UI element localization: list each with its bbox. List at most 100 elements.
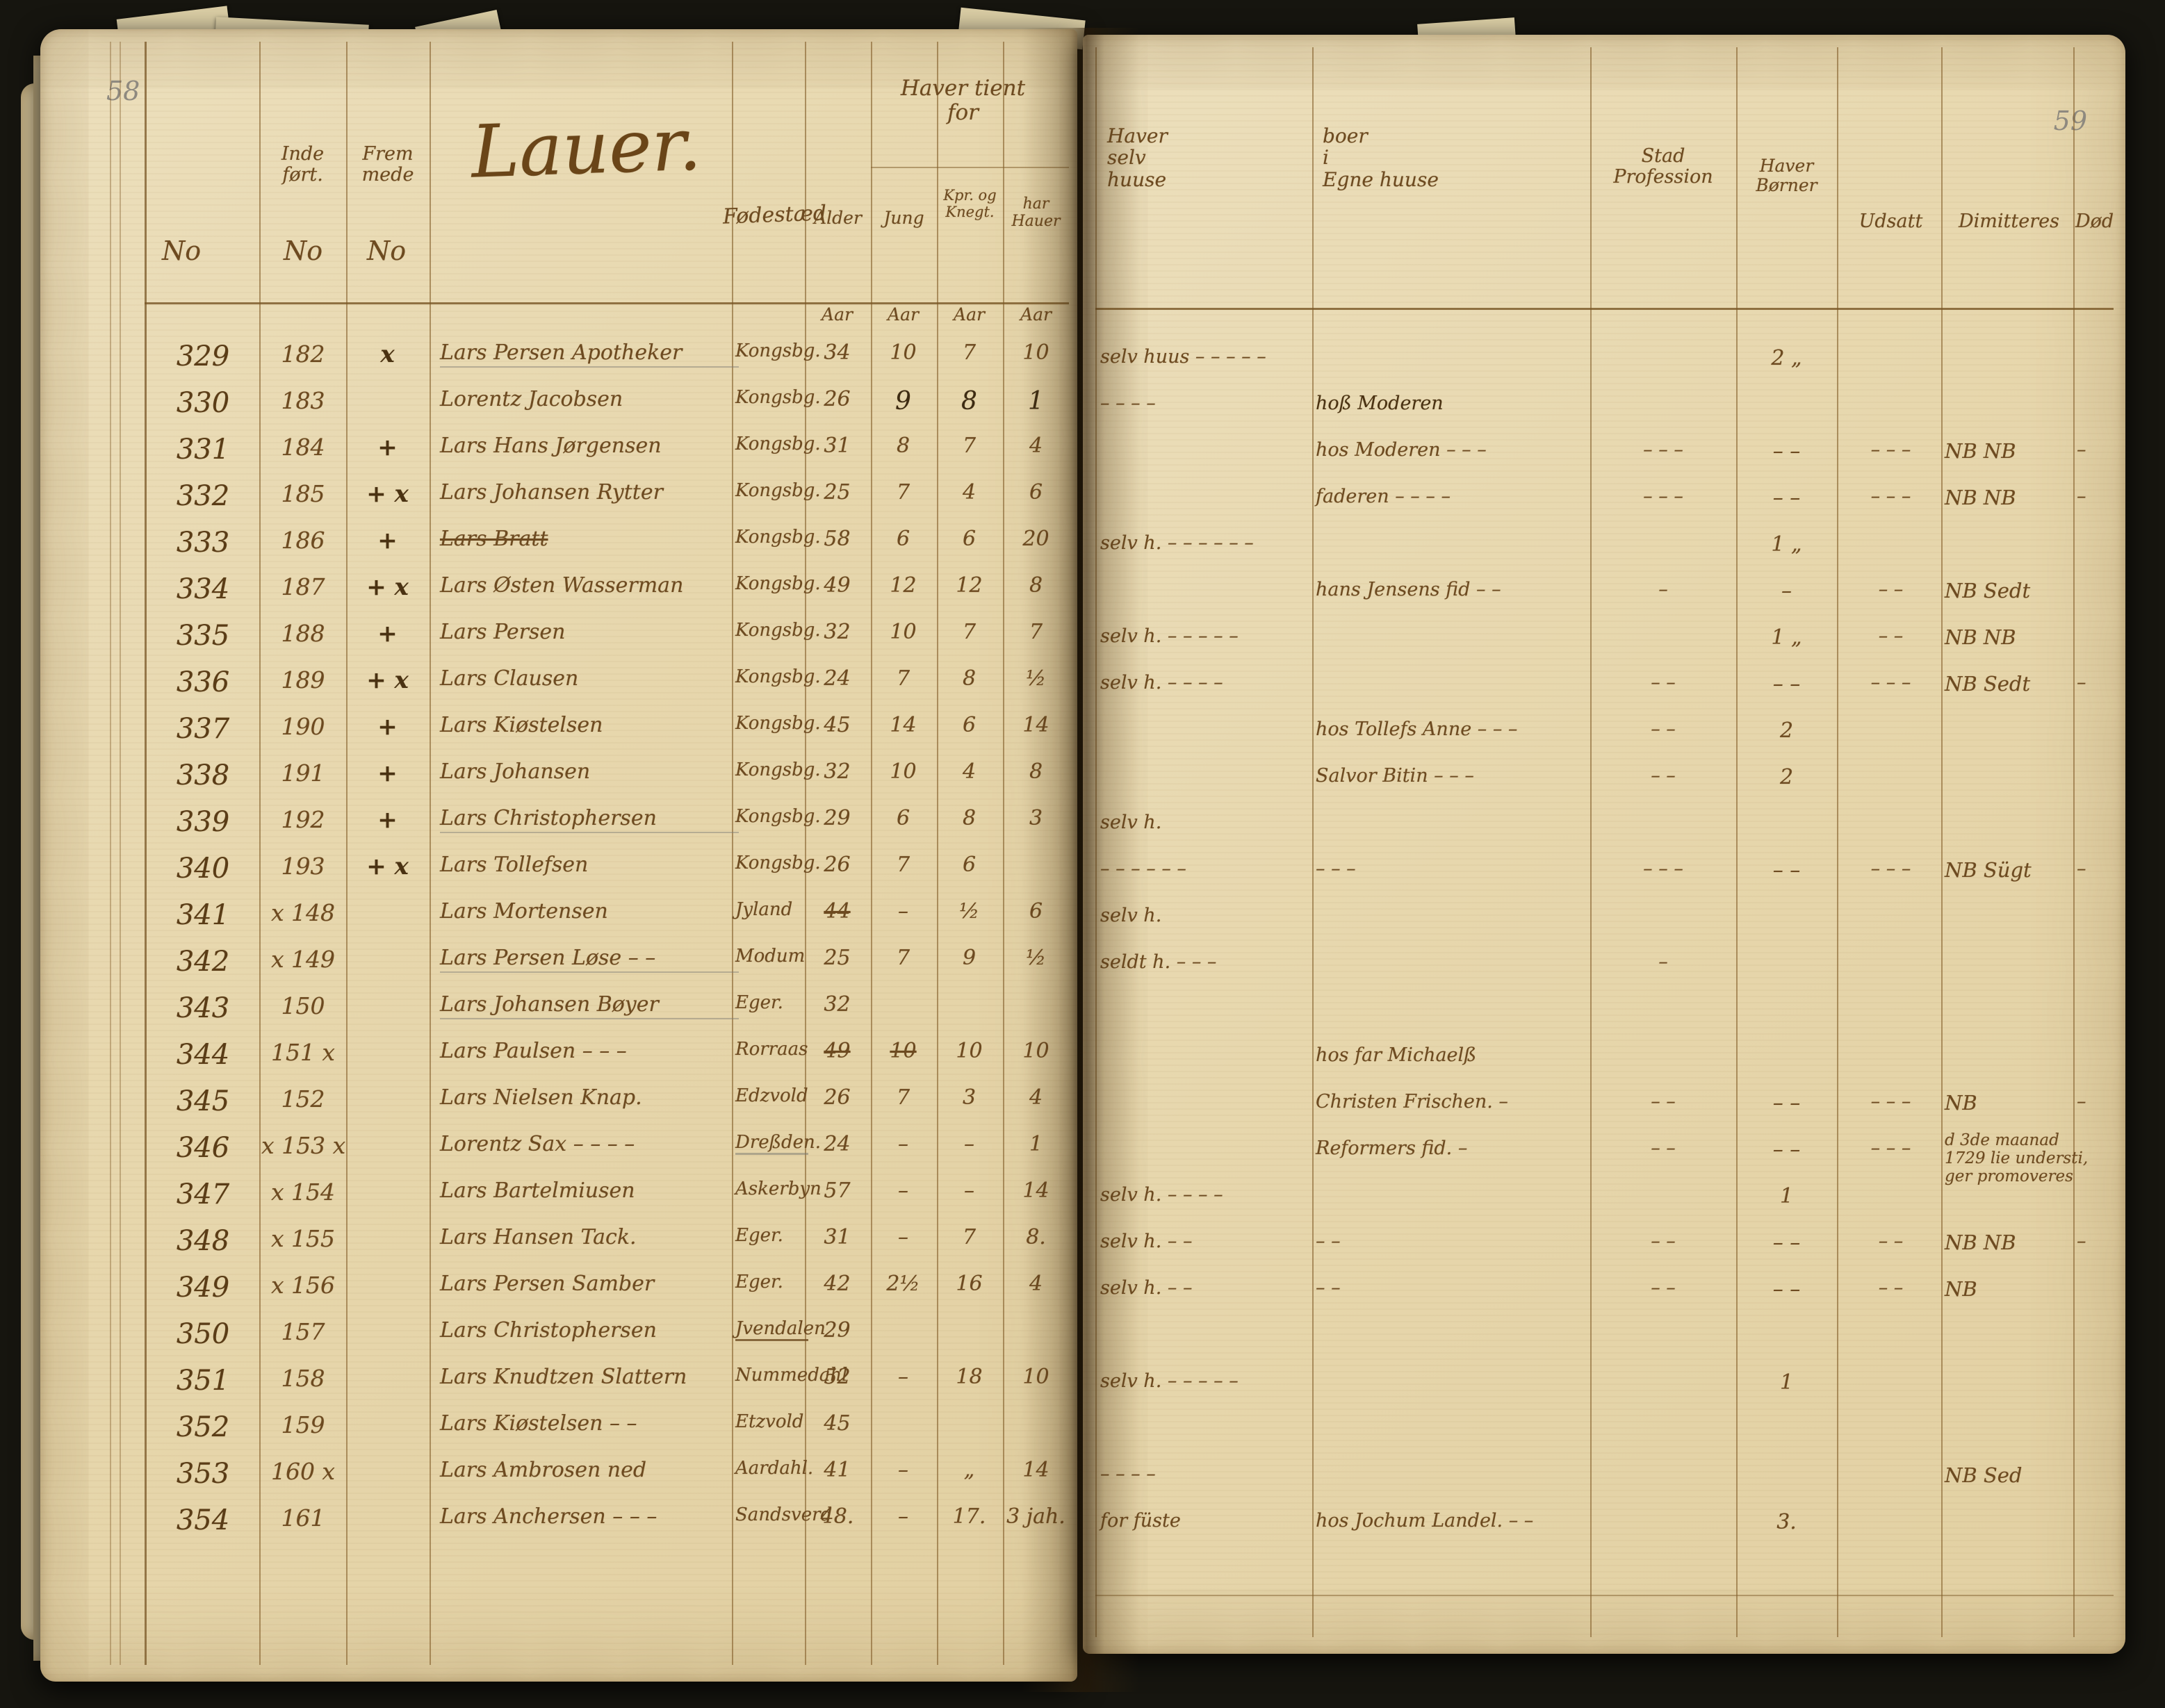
cell-age: 42 — [824, 1272, 851, 1296]
cell-years-jung: 12 — [890, 573, 917, 598]
cell-years-kpr-knegt: 9 — [962, 946, 977, 970]
cell-birthplace: Kongsbg. — [735, 806, 821, 827]
cell-own-house: selv huus – – – – – — [1100, 346, 1266, 368]
cell-row-number: 349 — [176, 1272, 230, 1304]
cell-years-jung: – — [898, 1458, 908, 1482]
cell-age: 26 — [824, 387, 851, 411]
cell-own-house: selv h. – – — [1100, 1231, 1193, 1252]
cell-age: 32 — [824, 992, 851, 1017]
cell-years-hauer: 4 — [1029, 1085, 1043, 1110]
cell-age: 34 — [824, 340, 851, 365]
cell-age: 49 — [824, 1039, 851, 1063]
cell-profession: – — [1658, 579, 1668, 600]
cell-birthplace: Kongsbg. — [735, 434, 821, 454]
table-row-right: seldt h. – – – – — [1083, 944, 2125, 991]
cell-name: Lars Johansen Rytter — [440, 480, 663, 504]
ruled-line — [732, 42, 733, 1665]
cell-age: 45 — [824, 1411, 851, 1436]
cell-children-count: – – — [1772, 1277, 1801, 1301]
cell-years-jung: 7 — [896, 480, 910, 504]
cell-children-count: 1 — [1779, 1370, 1794, 1395]
table-row-right: selv h. – – – – – 1 — [1083, 1363, 2125, 1410]
table-row-left: 354 161 Lars Anchersen – – – Sandsverd 4… — [40, 1497, 1077, 1544]
column-header-haver-selv-huuse: Haver selv huuse — [1107, 124, 1168, 191]
column-header-har-hauer: har Hauer — [1011, 195, 1061, 230]
cell-age: 25 — [824, 946, 851, 970]
cell-years-hauer: 6 — [1029, 480, 1043, 504]
ruled-line — [1837, 47, 1838, 1637]
cell-age: 25 — [824, 480, 851, 504]
cell-name: Lars Kiøstelsen — [440, 713, 603, 737]
cell-years-jung: 10 — [890, 340, 917, 365]
ruled-line — [2073, 47, 2075, 1637]
table-row-left: 336 189 + x Lars Clausen Kongsbg. 24 7 8… — [40, 659, 1077, 706]
cell-years-kpr-knegt: 8 — [962, 666, 977, 691]
cell-birthplace: Kongsbg. — [735, 853, 821, 873]
cell-years-jung: – — [898, 1365, 908, 1389]
cell-lodging: hos Moderen – – – — [1316, 439, 1487, 461]
cell-ref-number: 189 — [281, 666, 325, 693]
cell-years-hauer: 1 — [1028, 387, 1044, 416]
cell-years-jung: 6 — [896, 527, 910, 551]
cell-name: Lars Mortensen — [440, 899, 608, 923]
cell-row-number: 338 — [176, 759, 230, 791]
ruled-line — [805, 42, 806, 1665]
cell-years-jung: 7 — [896, 666, 910, 691]
cell-children-count: – – — [1772, 1138, 1801, 1162]
cell-check-mark: + x — [366, 480, 409, 508]
cell-years-kpr-knegt: 17. — [952, 1504, 986, 1529]
aar-label-kpr: Aar — [954, 304, 985, 325]
table-row-right: Reformers fid. – – – – – – – – d 3de maa… — [1083, 1131, 2125, 1185]
cell-lodging: hos far Michaelß — [1316, 1044, 1477, 1066]
cell-years-jung: – — [898, 1504, 908, 1529]
cell-children-count: 2 — [1779, 718, 1794, 743]
cell-birthplace: Kongsbg. — [735, 666, 821, 687]
cell-ref-number: 186 — [281, 527, 325, 554]
cell-years-hauer: 1 — [1029, 1132, 1043, 1156]
cell-name: Lars Anchersen – – – — [440, 1504, 657, 1529]
right-rows: selv huus – – – – – 2 „ – – – – hoß Mode… — [1083, 339, 2125, 1550]
header-rule — [1095, 308, 2114, 310]
cell-ref-number: 193 — [281, 853, 325, 880]
cell-birthplace: Eger. — [735, 992, 783, 1013]
table-row-right: selv h. – – – – 1 — [1083, 1177, 2125, 1224]
cell-dimitteres-note: NB — [1945, 1277, 1977, 1301]
cell-children-count: – – — [1772, 672, 1801, 696]
cell-age: 31 — [824, 1225, 851, 1249]
cell-dimitteres-note: NB Sedt — [1945, 579, 2031, 602]
cell-name: Lars Christophersen — [440, 1318, 657, 1342]
cell-age: 58 — [824, 527, 851, 551]
cell-years-hauer: ½ — [1025, 666, 1047, 691]
table-row-left: 337 190 + Lars Kiøstelsen Kongsbg. 45 14… — [40, 706, 1077, 753]
ruled-line — [120, 42, 121, 1665]
cell-ref-number: 187 — [281, 573, 325, 600]
table-row-left: 353 160 x Lars Ambrosen ned Aardahl. 41 … — [40, 1451, 1077, 1497]
cell-years-kpr-knegt: 3 — [962, 1085, 977, 1110]
table-row-right: selv h. — [1083, 805, 2125, 851]
cell-children-count: 3. — [1776, 1510, 1797, 1534]
cell-age: 41 — [824, 1458, 851, 1482]
cell-children-count: 2 — [1779, 765, 1794, 789]
cell-row-number: 334 — [176, 573, 230, 605]
cell-years-hauer: 4 — [1029, 1272, 1043, 1296]
table-row-right: selv h. – – – – – – 1 „ — [1083, 525, 2125, 572]
cell-own-house: selv h. – – – – — [1100, 1184, 1223, 1206]
cell-lodging: – – — [1316, 1231, 1341, 1252]
cell-profession: – – – — [1643, 858, 1683, 880]
cell-birthplace: Kongsbg. — [735, 480, 821, 501]
table-row-right: – – – – hoß Moderen — [1083, 386, 2125, 432]
table-row-right: Christen Frischen. – – – – – – – – NB – — [1083, 1084, 2125, 1131]
cell-birthplace: Kongsbg. — [735, 759, 821, 780]
cell-age: 45 — [824, 713, 851, 737]
cell-birthplace: Kongsbg. — [735, 527, 821, 548]
cell-age: 32 — [824, 620, 851, 644]
cell-lodging: Reformers fid. – — [1316, 1138, 1468, 1159]
cell-profession: – – — [1651, 1091, 1676, 1112]
cell-years-jung: 8 — [896, 434, 910, 458]
cell-name: Lars Clausen — [440, 666, 579, 691]
cell-years-kpr-knegt: 7 — [962, 340, 977, 365]
column-header-dimitteres: Dimitteres — [1959, 211, 2059, 232]
cell-birthplace: Modum — [735, 946, 806, 967]
cell-ref-number: x 154 — [270, 1179, 336, 1206]
cell-profession: – – — [1651, 1138, 1676, 1159]
